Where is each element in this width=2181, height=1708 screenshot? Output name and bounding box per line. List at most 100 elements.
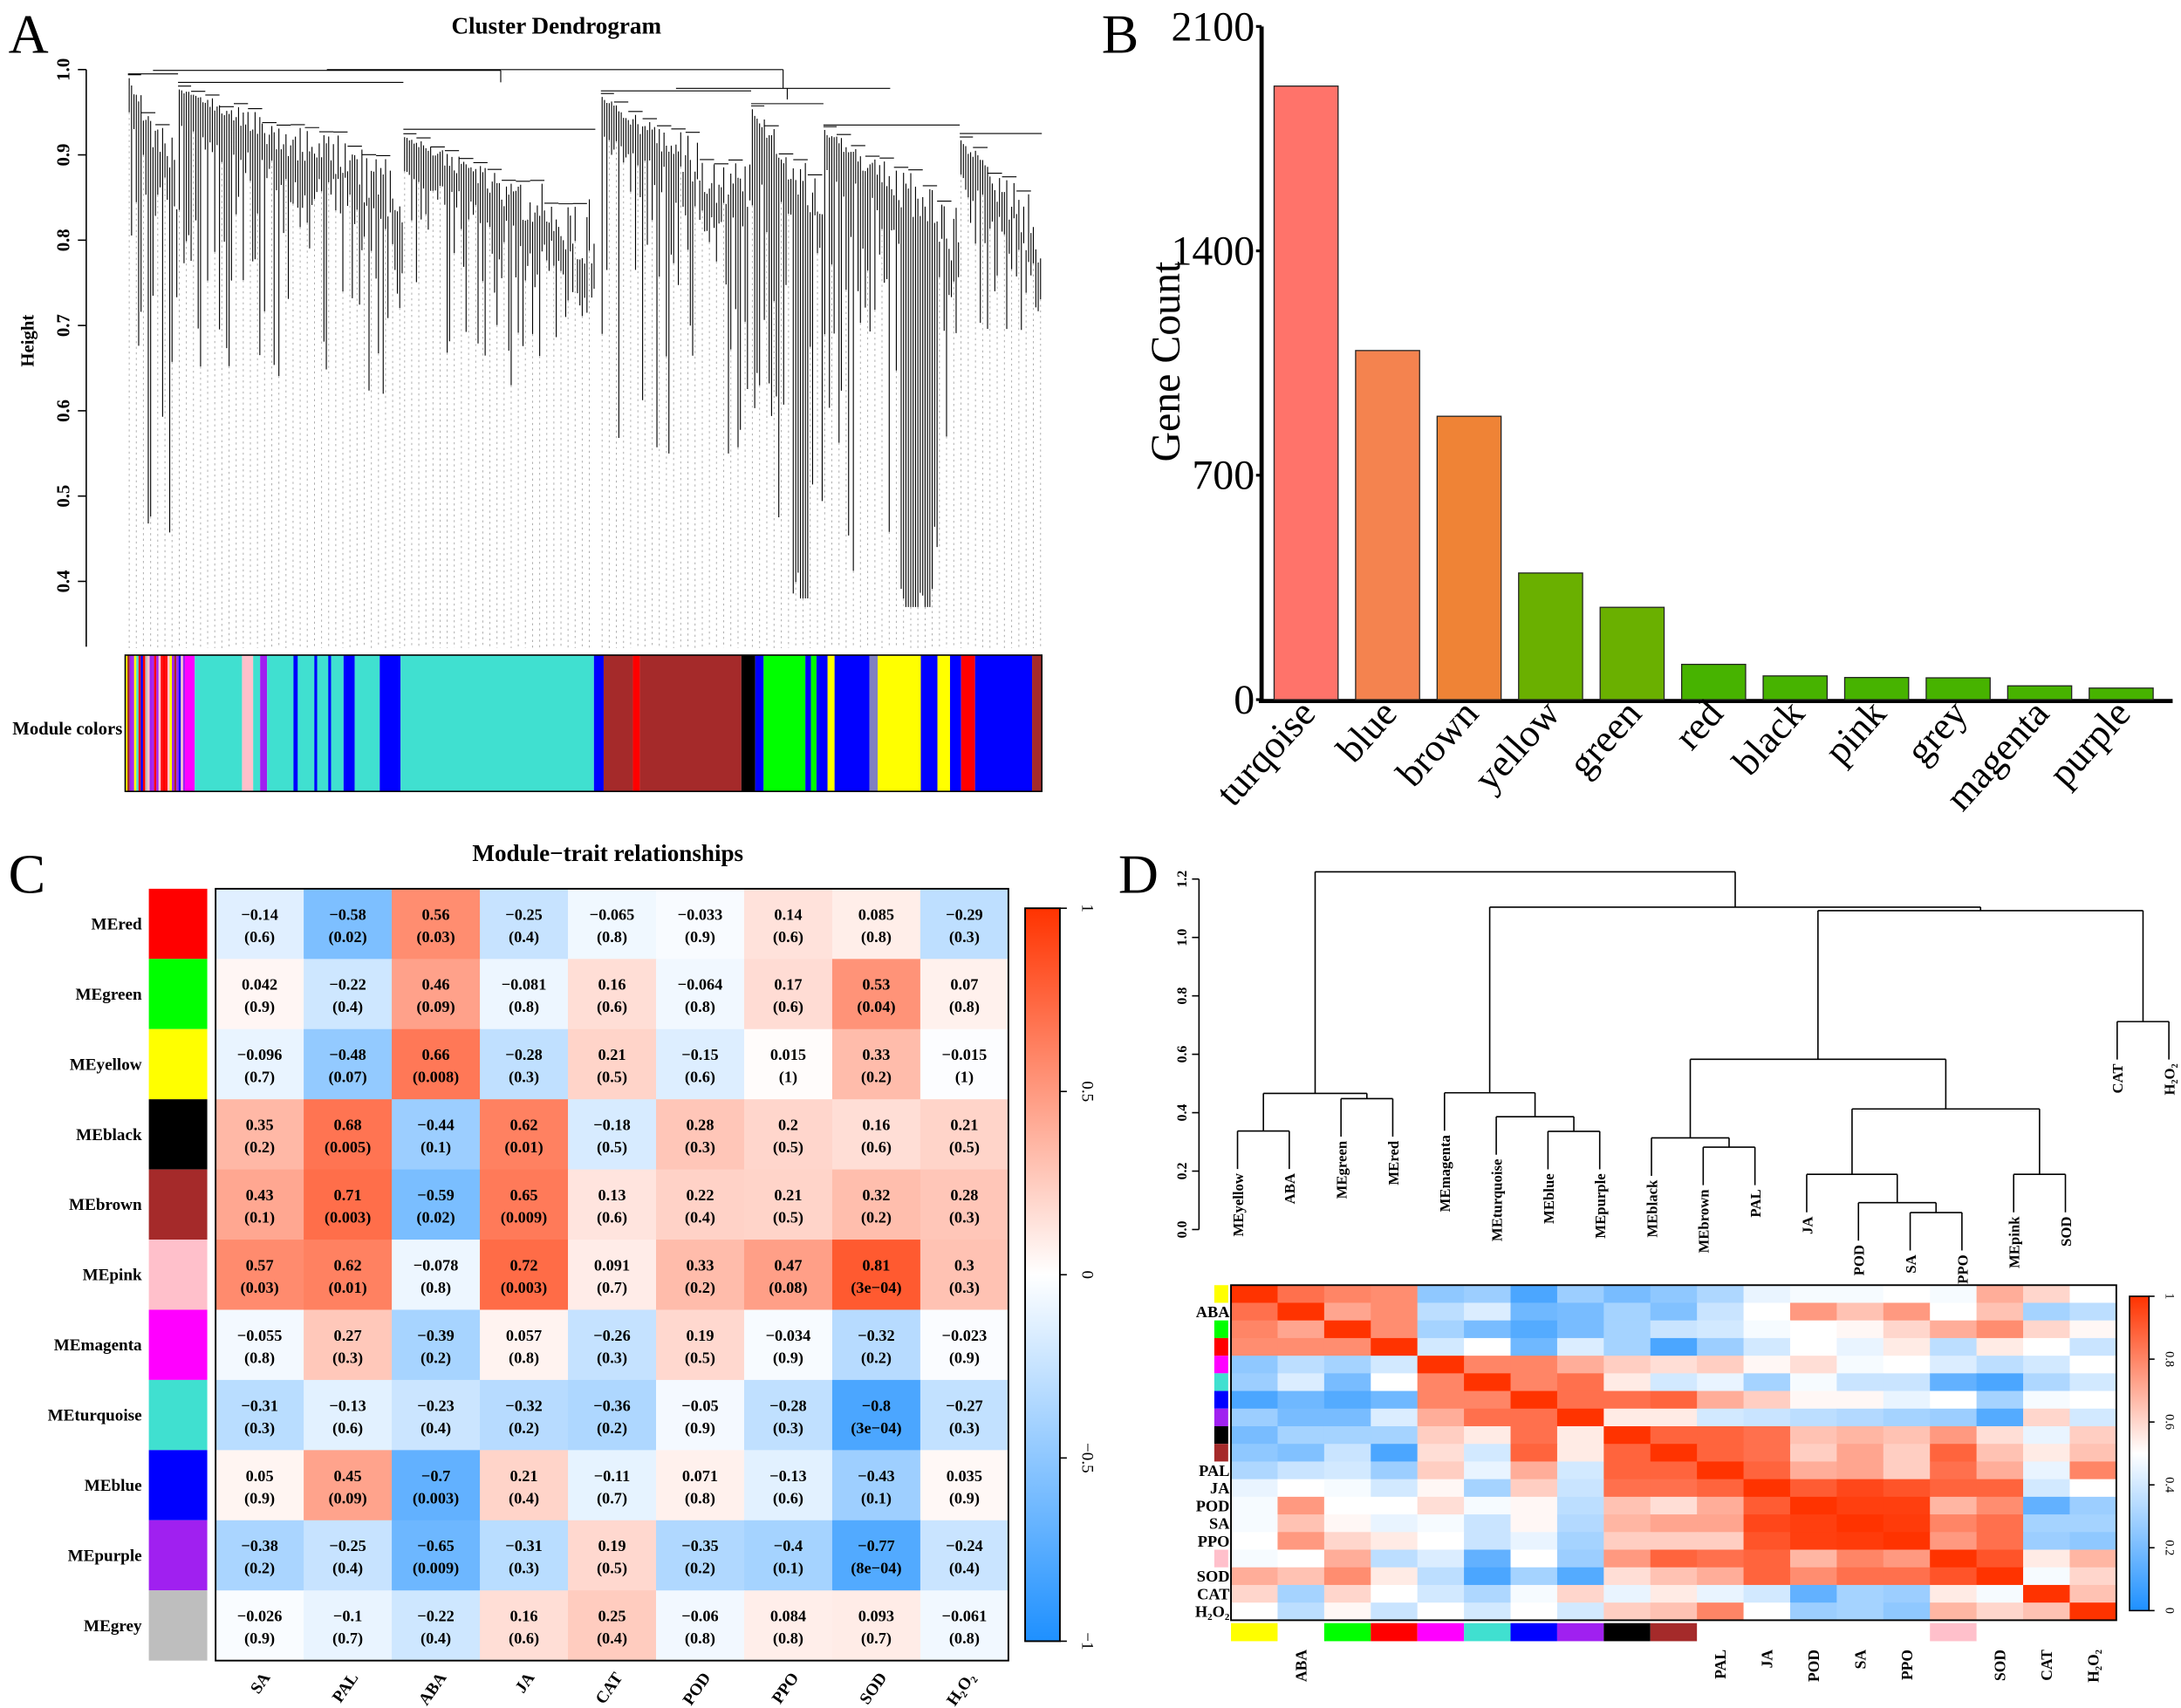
cell-correlation: 0.035 xyxy=(947,1467,982,1485)
adjacency-cell xyxy=(1556,1390,1604,1410)
dendrogram-leaf-label: JA xyxy=(1799,1217,1815,1234)
heatmap-cell xyxy=(568,1450,657,1521)
adjacency-cell xyxy=(1510,1584,1558,1603)
adjacency-cell xyxy=(1883,1514,1931,1533)
cell-correlation: 0.66 xyxy=(422,1046,450,1063)
cell-correlation: −0.055 xyxy=(237,1327,283,1344)
adjacency-cell xyxy=(1556,1514,1604,1533)
cell-correlation: 0.32 xyxy=(862,1186,890,1204)
x-tick-label: turqoise xyxy=(1207,692,1323,814)
cell-correlation: 0.084 xyxy=(770,1608,806,1625)
adjacency-cell xyxy=(2069,1549,2117,1568)
cell-pvalue: (0.9) xyxy=(949,1489,980,1507)
adjacency-cell xyxy=(1603,1496,1651,1515)
adjacency-cell xyxy=(1789,1337,1838,1356)
module-color-segment-blue xyxy=(816,655,828,792)
adjacency-cell xyxy=(1323,1373,1371,1392)
adjacency-cell xyxy=(1464,1549,1512,1568)
y-axis-label: Gene Count xyxy=(1143,261,1189,462)
y-tick-label: 1400 xyxy=(1171,229,1255,275)
heatmap-cell xyxy=(655,1240,745,1311)
row-color-swatch xyxy=(148,1240,208,1310)
adjacency-cell xyxy=(1650,1567,1698,1586)
adjacency-cell xyxy=(1976,1567,2024,1586)
cell-pvalue: (0.02) xyxy=(416,1209,455,1227)
adjacency-cell xyxy=(2069,1532,2117,1551)
heatmap-cell xyxy=(304,888,393,960)
adjacency-cell xyxy=(1883,1302,1931,1322)
adjacency-cell xyxy=(1556,1567,1604,1586)
heatmap-cell xyxy=(215,1520,304,1592)
adjacency-cell xyxy=(1603,1302,1651,1322)
row-color-swatch-blue xyxy=(1214,1390,1228,1409)
heatmap-cell xyxy=(304,1450,393,1521)
module-color-segment-turquoise xyxy=(400,655,594,792)
cell-correlation: −0.29 xyxy=(946,905,983,923)
cell-correlation: 0.46 xyxy=(422,976,450,994)
heatmap-cell xyxy=(920,1520,1009,1592)
cell-correlation: 0.21 xyxy=(598,1046,626,1063)
adjacency-cell xyxy=(1417,1496,1465,1515)
column-label: PAL xyxy=(329,1670,362,1706)
colorbar-tick-label: 0.2 xyxy=(2162,1540,2176,1555)
column-label: SA xyxy=(247,1670,274,1698)
adjacency-cell xyxy=(1650,1479,1698,1498)
adjacency-cell xyxy=(1417,1602,1465,1622)
adjacency-cell xyxy=(1836,1320,1884,1339)
adjacency-cell xyxy=(1556,1602,1604,1622)
adjacency-cell xyxy=(1277,1514,1325,1533)
heatmap-cell xyxy=(920,888,1009,960)
adjacency-cell xyxy=(1697,1408,1745,1427)
heatmap-cell xyxy=(568,1240,657,1311)
heatmap-cell xyxy=(392,1099,481,1171)
heatmap-border xyxy=(1230,1284,2117,1622)
column-label: PPO xyxy=(769,1670,803,1707)
cell-pvalue: (0.003) xyxy=(325,1209,371,1227)
cell-pvalue: (0.003) xyxy=(413,1489,459,1507)
row-color-swatch-green xyxy=(1214,1320,1228,1338)
adjacency-cell xyxy=(1930,1567,1978,1586)
heatmap-cell xyxy=(480,1379,569,1452)
bar-magenta xyxy=(2007,685,2073,700)
bar-black xyxy=(1762,675,1829,700)
row-label: SOD xyxy=(1197,1568,1230,1585)
y-tick-label: 700 xyxy=(1192,453,1255,499)
adjacency-cell xyxy=(1789,1602,1838,1622)
cell-correlation: 0.19 xyxy=(686,1327,714,1344)
adjacency-cell xyxy=(1277,1373,1325,1392)
adjacency-cell xyxy=(1603,1514,1651,1533)
adjacency-cell xyxy=(1277,1532,1325,1551)
dendrogram-leaf-label: MEmagenta xyxy=(1437,1134,1453,1212)
cell-correlation: 0.16 xyxy=(862,1117,890,1134)
cell-pvalue: (0.03) xyxy=(240,1279,278,1297)
adjacency-cell xyxy=(1976,1479,2024,1498)
cell-pvalue: (0.1) xyxy=(420,1138,451,1157)
heatmap-cell xyxy=(743,959,833,1030)
cell-pvalue: (0.4) xyxy=(949,1560,980,1578)
heatmap-cell xyxy=(831,1028,921,1100)
cell-correlation: −0.11 xyxy=(594,1467,631,1485)
heatmap-cell xyxy=(568,1309,657,1381)
adjacency-cell xyxy=(1743,1584,1791,1603)
dendrogram-leaf-label: MEgreen xyxy=(1334,1140,1350,1199)
adjacency-cell xyxy=(1464,1337,1512,1356)
adjacency-cell xyxy=(1603,1373,1651,1392)
heatmap-cell xyxy=(920,1590,1009,1662)
column-color-swatch-black xyxy=(1603,1623,1651,1642)
cell-correlation: 0.17 xyxy=(774,976,802,994)
adjacency-cell xyxy=(1417,1390,1465,1410)
cell-correlation: 0.071 xyxy=(682,1467,718,1485)
cell-pvalue: (1) xyxy=(779,1069,797,1087)
adjacency-cell xyxy=(1556,1549,1604,1568)
heatmap-cell xyxy=(743,1450,833,1521)
colorbar-tick-label: −1 xyxy=(1077,1632,1096,1650)
column-color-swatch-blue xyxy=(1510,1623,1557,1642)
adjacency-cell xyxy=(1697,1337,1745,1356)
adjacency-cell xyxy=(1976,1549,2024,1568)
adjacency-cell xyxy=(1883,1425,1931,1445)
cell-correlation: −0.7 xyxy=(421,1467,450,1485)
cell-correlation: −0.061 xyxy=(942,1608,988,1625)
adjacency-cell xyxy=(1323,1514,1371,1533)
adjacency-cell xyxy=(1603,1425,1651,1445)
cell-correlation: 0.16 xyxy=(598,976,626,994)
